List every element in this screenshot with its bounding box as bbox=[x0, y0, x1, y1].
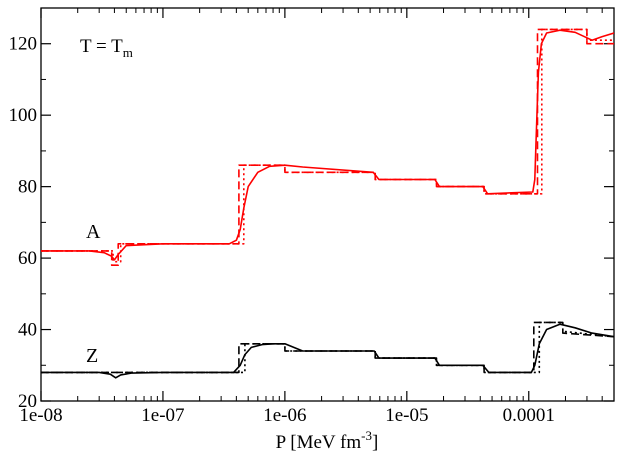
x-tick-label: 0.0001 bbox=[503, 405, 555, 426]
series-line-2 bbox=[41, 29, 614, 261]
series-line-4 bbox=[41, 321, 614, 374]
x-tick-label: 1e-08 bbox=[19, 405, 62, 426]
x-tick-label: 1e-05 bbox=[385, 405, 428, 426]
x-axis-title-end: ] bbox=[372, 432, 378, 453]
x-axis-title-exponent: -3 bbox=[361, 428, 372, 443]
x-tick-label: 1e-06 bbox=[263, 405, 306, 426]
x-axis-title-main: P [MeV fm bbox=[276, 432, 362, 453]
series-label-z: Z bbox=[86, 345, 98, 367]
series-group bbox=[41, 28, 614, 379]
series-line-1 bbox=[41, 28, 614, 263]
y-tick-label: 80 bbox=[18, 177, 37, 198]
y-tick-label: 20 bbox=[18, 391, 37, 412]
y-tick-label: 120 bbox=[9, 34, 38, 55]
x-axis-title: P [MeV fm-3] bbox=[276, 428, 379, 453]
x-tick-label: 1e-07 bbox=[141, 405, 184, 426]
series-line-3 bbox=[41, 321, 614, 374]
axis-ticks: 20 40 60 80 100 120 1e-08 1e-07 1e-06 1e-05 0.0001 bbox=[9, 8, 614, 426]
y-tick-label: 100 bbox=[9, 105, 38, 126]
temperature-annotation: T = Tm bbox=[80, 36, 133, 60]
temperature-subscript: m bbox=[123, 45, 133, 60]
plot-frame bbox=[40, 7, 615, 402]
y-tick-label: 40 bbox=[18, 320, 37, 341]
series-line-5 bbox=[41, 323, 614, 379]
temperature-label: T = T bbox=[80, 36, 123, 57]
series-line-0 bbox=[41, 28, 614, 267]
y-tick-label: 60 bbox=[18, 248, 37, 269]
series-label-a: A bbox=[86, 221, 101, 243]
